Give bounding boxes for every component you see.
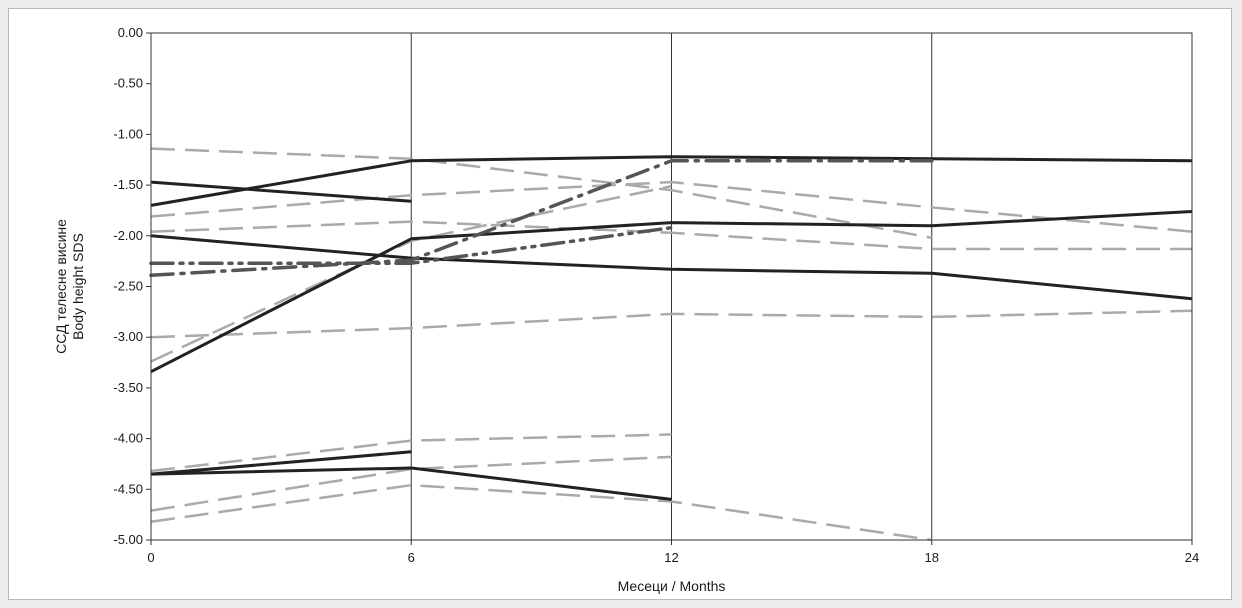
y-tick-label: 0.00 bbox=[118, 25, 143, 40]
y-tick-label: -4.00 bbox=[113, 431, 143, 446]
y-axis-label-line-2: Body height SDS bbox=[70, 233, 86, 340]
y-tick-label: -3.00 bbox=[113, 329, 143, 344]
series-line-15 bbox=[149, 225, 674, 265]
series-line-11 bbox=[150, 184, 672, 363]
series-line-16 bbox=[149, 159, 934, 278]
y-tick-label: -5.00 bbox=[113, 532, 143, 547]
series-line-13 bbox=[150, 455, 672, 512]
x-tick-label: 0 bbox=[147, 550, 154, 565]
series-line-12 bbox=[150, 433, 672, 473]
series-layer bbox=[149, 147, 1193, 542]
x-axis-label: Месеци / Months bbox=[618, 578, 726, 594]
y-tick-label: -4.50 bbox=[113, 481, 143, 496]
y-tick-label: -0.50 bbox=[113, 76, 143, 91]
x-tick-label: 6 bbox=[408, 550, 415, 565]
series-line-5 bbox=[150, 450, 412, 476]
y-tick-label: -2.50 bbox=[113, 279, 143, 294]
series-line-9 bbox=[150, 220, 1192, 251]
grid bbox=[410, 33, 933, 540]
x-tick-label: 18 bbox=[925, 550, 939, 565]
series-line-4 bbox=[150, 210, 1193, 374]
x-axis-ticks: 0 6 12 18 24 bbox=[147, 540, 1199, 565]
y-tick-label: -2.00 bbox=[113, 228, 143, 243]
y-tick-label: -1.00 bbox=[113, 126, 143, 141]
series-line-10 bbox=[150, 309, 1193, 339]
x-tick-label: 12 bbox=[664, 550, 678, 565]
series-line-7 bbox=[150, 147, 933, 240]
y-axis-label-line-1: ССД телесне висине bbox=[53, 219, 69, 354]
series-line-2 bbox=[150, 155, 1193, 207]
series-line-1 bbox=[150, 180, 412, 203]
y-axis-ticks: 0.00 -0.50 -1.00 -1.50 -2.00 -2.50 -3.00 -3.50 -… bbox=[113, 25, 151, 547]
series-line-6 bbox=[150, 466, 672, 501]
series-line-14 bbox=[150, 483, 932, 542]
y-tick-label: -3.50 bbox=[113, 380, 143, 395]
y-tick-label: -1.50 bbox=[113, 177, 143, 192]
chart-frame bbox=[8, 8, 1232, 600]
x-tick-label: 24 bbox=[1185, 550, 1199, 565]
series-line-3 bbox=[150, 234, 1193, 301]
series-line-8 bbox=[150, 180, 1193, 233]
